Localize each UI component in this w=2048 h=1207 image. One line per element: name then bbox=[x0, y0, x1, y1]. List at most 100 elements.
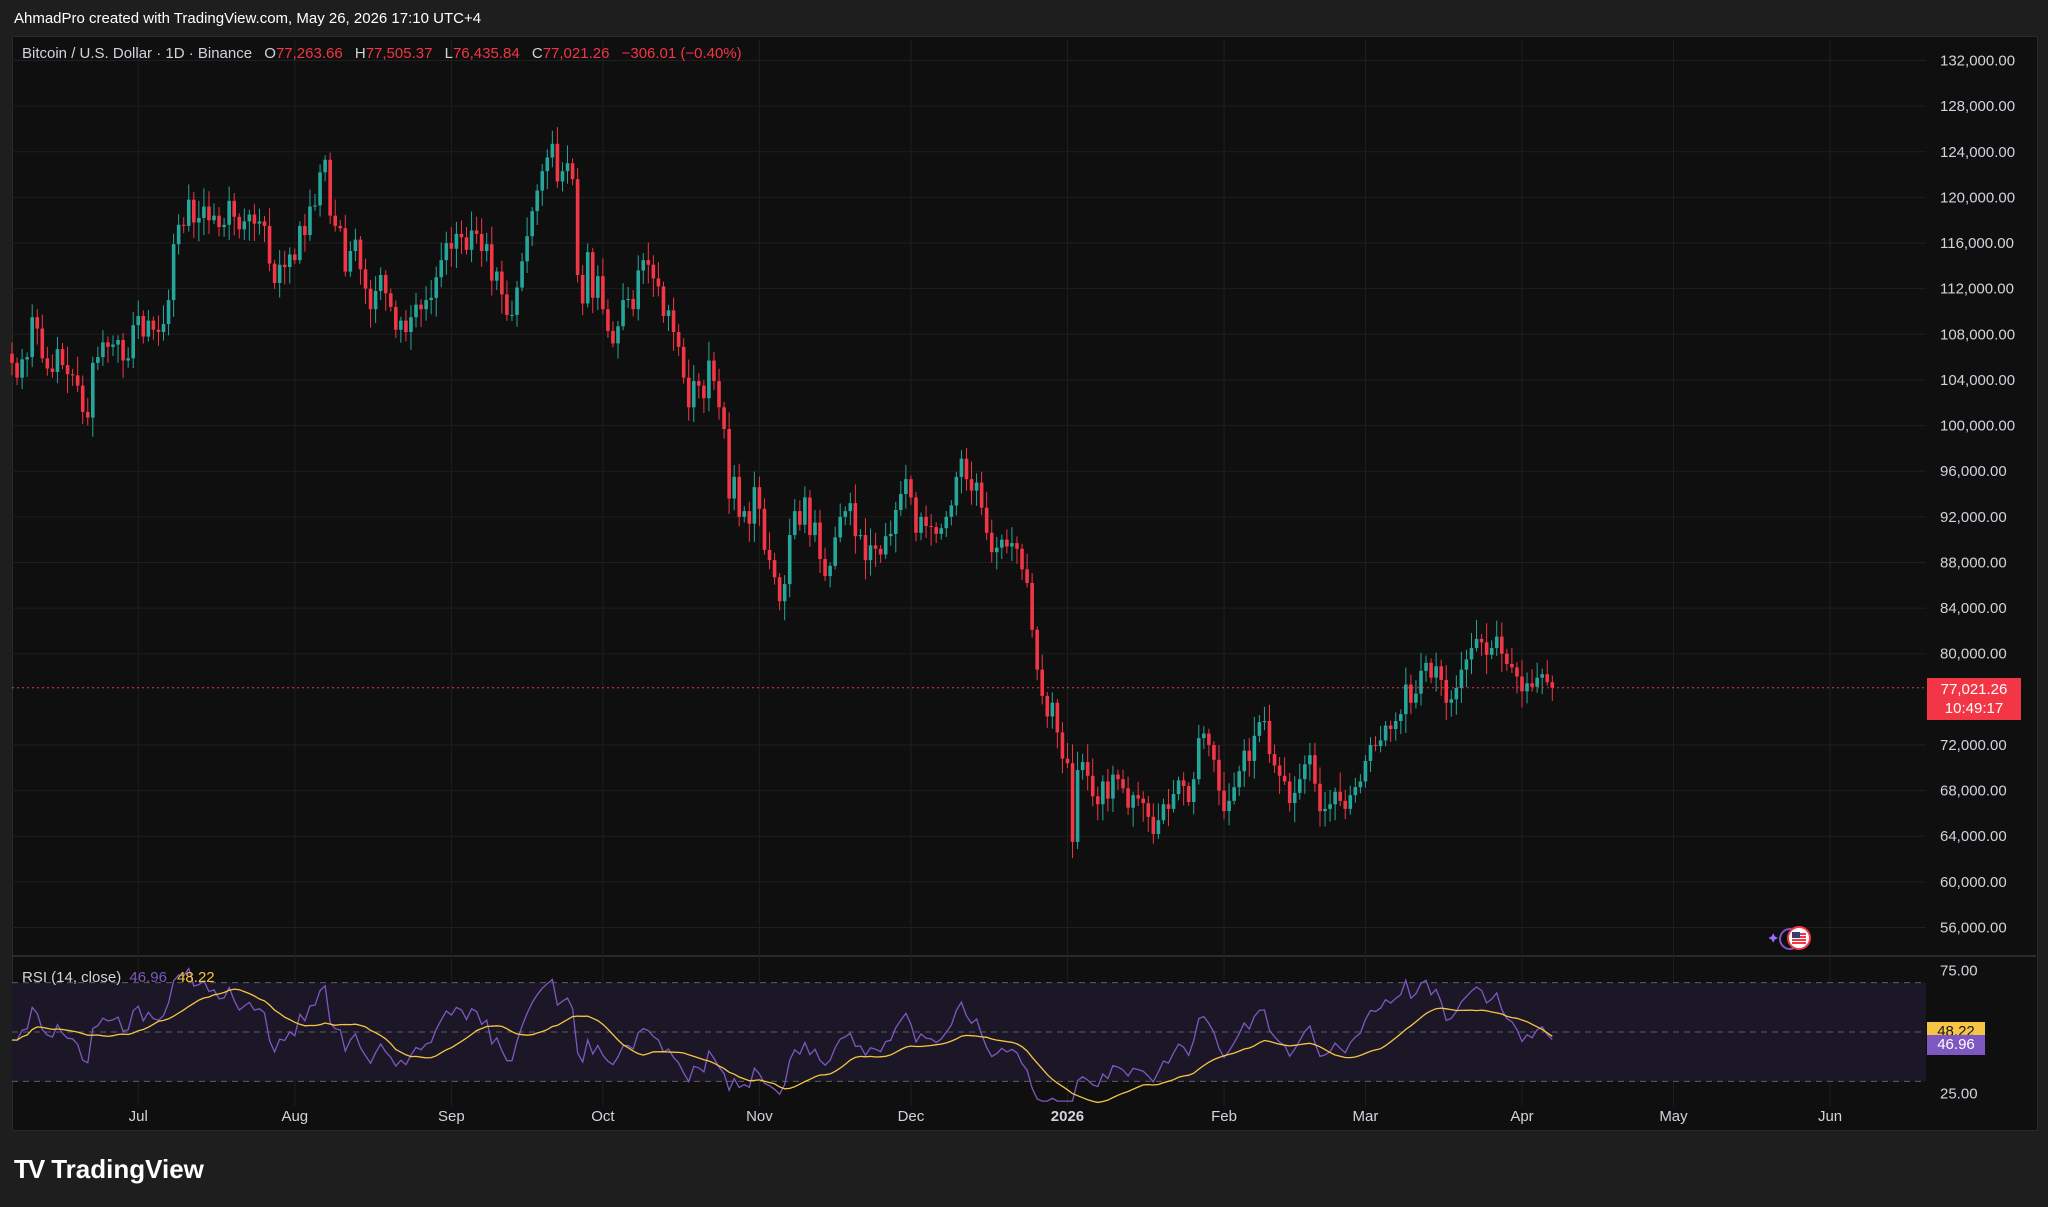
candle-up bbox=[1010, 543, 1014, 547]
candle-down bbox=[156, 329, 161, 333]
brand-name: TradingView bbox=[51, 1154, 204, 1184]
candle-up bbox=[1050, 702, 1055, 717]
candle-up bbox=[171, 244, 176, 301]
candle-up bbox=[222, 224, 226, 228]
candle-up bbox=[959, 458, 964, 477]
candle-down bbox=[1146, 803, 1151, 817]
price-axis-label: 80,000.00 bbox=[1940, 646, 2007, 663]
candle-down bbox=[853, 503, 858, 537]
low-label: L bbox=[444, 45, 453, 62]
candle-up bbox=[848, 503, 853, 512]
candle-down bbox=[1217, 759, 1221, 791]
candle-down bbox=[80, 385, 85, 412]
candle-down bbox=[388, 293, 393, 307]
price-axis-label: 104,000.00 bbox=[1940, 372, 2015, 389]
candle-up bbox=[1131, 795, 1135, 808]
candle-up bbox=[550, 143, 555, 158]
date-axis-label: Oct bbox=[591, 1108, 615, 1125]
candle-up bbox=[469, 230, 474, 250]
candle-up bbox=[495, 271, 499, 281]
rsi-ma-legend-value: 48.22 bbox=[177, 969, 215, 986]
candle-down bbox=[1247, 750, 1252, 761]
candle-up bbox=[535, 190, 540, 212]
candle-up bbox=[1419, 670, 1423, 694]
candle-up bbox=[919, 516, 923, 533]
low-value: 76,435.84 bbox=[452, 45, 520, 62]
candle-up bbox=[1383, 725, 1388, 741]
candle-down bbox=[914, 497, 918, 533]
candle-up bbox=[641, 260, 646, 271]
candle-down bbox=[282, 264, 287, 268]
price-axis-label: 92,000.00 bbox=[1940, 509, 2007, 526]
rsi-legend: RSI (14, close) 46.96 48.22 bbox=[22, 969, 215, 986]
candle-up bbox=[530, 211, 534, 237]
candle-down bbox=[1388, 725, 1393, 729]
price-axis-label: 84,000.00 bbox=[1940, 600, 2007, 617]
candle-up bbox=[439, 260, 444, 278]
candle-up bbox=[1540, 674, 1544, 678]
candle-down bbox=[671, 310, 676, 333]
tradingview-brand[interactable]: TV TradingView bbox=[14, 1154, 204, 1185]
date-axis-label: Aug bbox=[281, 1108, 308, 1125]
candle-up bbox=[540, 171, 545, 191]
chart-frame bbox=[12, 36, 2038, 1131]
candle-down bbox=[676, 332, 681, 347]
candle-down bbox=[338, 225, 343, 229]
candle-down bbox=[1277, 765, 1282, 776]
price-axis-label: 112,000.00 bbox=[1940, 281, 2014, 298]
price-axis-label: 120,000.00 bbox=[1940, 189, 2015, 206]
candle-down bbox=[10, 353, 14, 363]
candle-down bbox=[580, 274, 585, 304]
candle-up bbox=[787, 535, 792, 585]
candle-down bbox=[479, 233, 484, 252]
candle-up bbox=[30, 317, 35, 358]
open-label: O bbox=[264, 45, 276, 62]
candle-up bbox=[742, 511, 747, 517]
price-axis-label: 72,000.00 bbox=[1940, 737, 2007, 754]
candle-up bbox=[944, 516, 949, 529]
candle-up bbox=[101, 342, 105, 358]
candle-up bbox=[1358, 781, 1363, 788]
candle-down bbox=[722, 407, 726, 429]
candle-up bbox=[904, 479, 908, 495]
candle-up bbox=[782, 584, 787, 602]
candle-down bbox=[262, 221, 267, 226]
change-value: −306.01 (−0.40%) bbox=[621, 45, 742, 62]
candle-down bbox=[1530, 683, 1534, 687]
candle-up bbox=[994, 547, 999, 553]
candle-up bbox=[1353, 787, 1358, 796]
economic-events-icon[interactable] bbox=[1768, 926, 1814, 952]
candle-down bbox=[343, 228, 348, 272]
candle-down bbox=[818, 522, 822, 560]
candle-up bbox=[55, 349, 60, 372]
date-axis-label: May bbox=[1659, 1108, 1688, 1125]
candle-up bbox=[131, 325, 136, 359]
candle-down bbox=[1484, 642, 1489, 655]
candle-up bbox=[1237, 771, 1241, 788]
candle-down bbox=[1116, 774, 1120, 780]
candle-down bbox=[15, 362, 19, 378]
candle-up bbox=[545, 157, 550, 172]
candle-down bbox=[1272, 754, 1277, 766]
date-axis-label: 2026 bbox=[1051, 1108, 1084, 1125]
symbol-label[interactable]: Bitcoin / U.S. Dollar · 1D · Binance bbox=[22, 45, 253, 62]
candle-down bbox=[863, 535, 868, 561]
candle-down bbox=[909, 479, 913, 498]
candle-down bbox=[631, 298, 635, 310]
price-axis-label: 124,000.00 bbox=[1940, 144, 2015, 161]
candle-up bbox=[621, 300, 625, 327]
candle-down bbox=[727, 428, 731, 499]
candle-down bbox=[121, 340, 125, 361]
candle-down bbox=[1020, 548, 1024, 570]
candle-up bbox=[1464, 659, 1469, 670]
candle-up bbox=[1363, 760, 1368, 782]
candle-down bbox=[474, 230, 479, 234]
candle-up bbox=[1000, 539, 1004, 548]
rsi-indicator-label[interactable]: RSI (14, close) bbox=[22, 969, 122, 986]
candle-up bbox=[399, 320, 403, 330]
candle-down bbox=[489, 244, 494, 281]
candle-up bbox=[1494, 636, 1499, 649]
candle-up bbox=[186, 199, 191, 226]
candle-down bbox=[646, 260, 651, 265]
